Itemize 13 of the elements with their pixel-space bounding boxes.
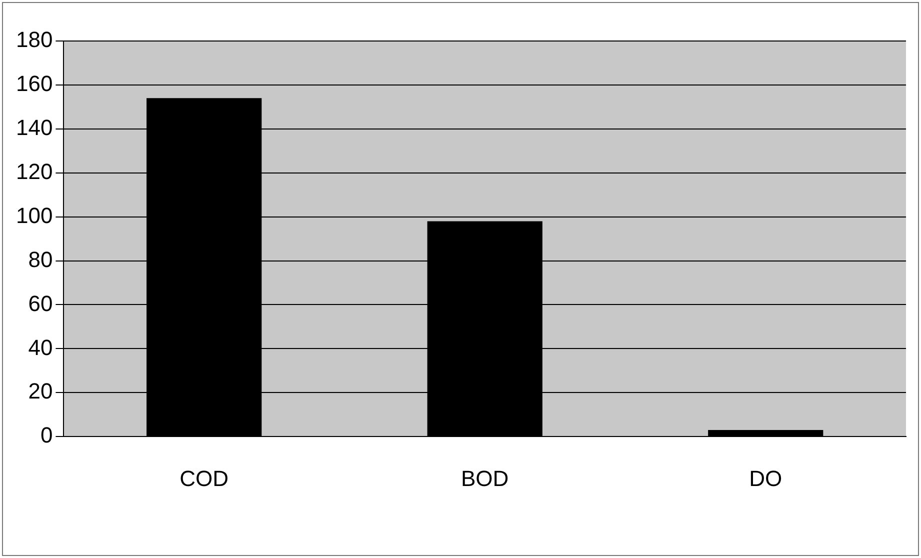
x-tick-label: COD: [180, 466, 229, 491]
y-tick-label: 40: [28, 334, 53, 360]
x-tick-label: BOD: [461, 466, 509, 491]
y-tick-label: 80: [28, 246, 53, 272]
y-tick-label: 160: [16, 71, 53, 96]
y-tick-label: 100: [16, 202, 53, 228]
y-tick-label: 20: [28, 378, 53, 404]
x-tick-label: DO: [749, 466, 782, 491]
y-tick-label: 140: [16, 114, 53, 140]
y-tick-label: 120: [16, 158, 53, 184]
y-tick-label: 60: [28, 290, 53, 316]
y-tick-label: 0: [40, 422, 53, 448]
y-tick-label: 180: [16, 27, 53, 52]
